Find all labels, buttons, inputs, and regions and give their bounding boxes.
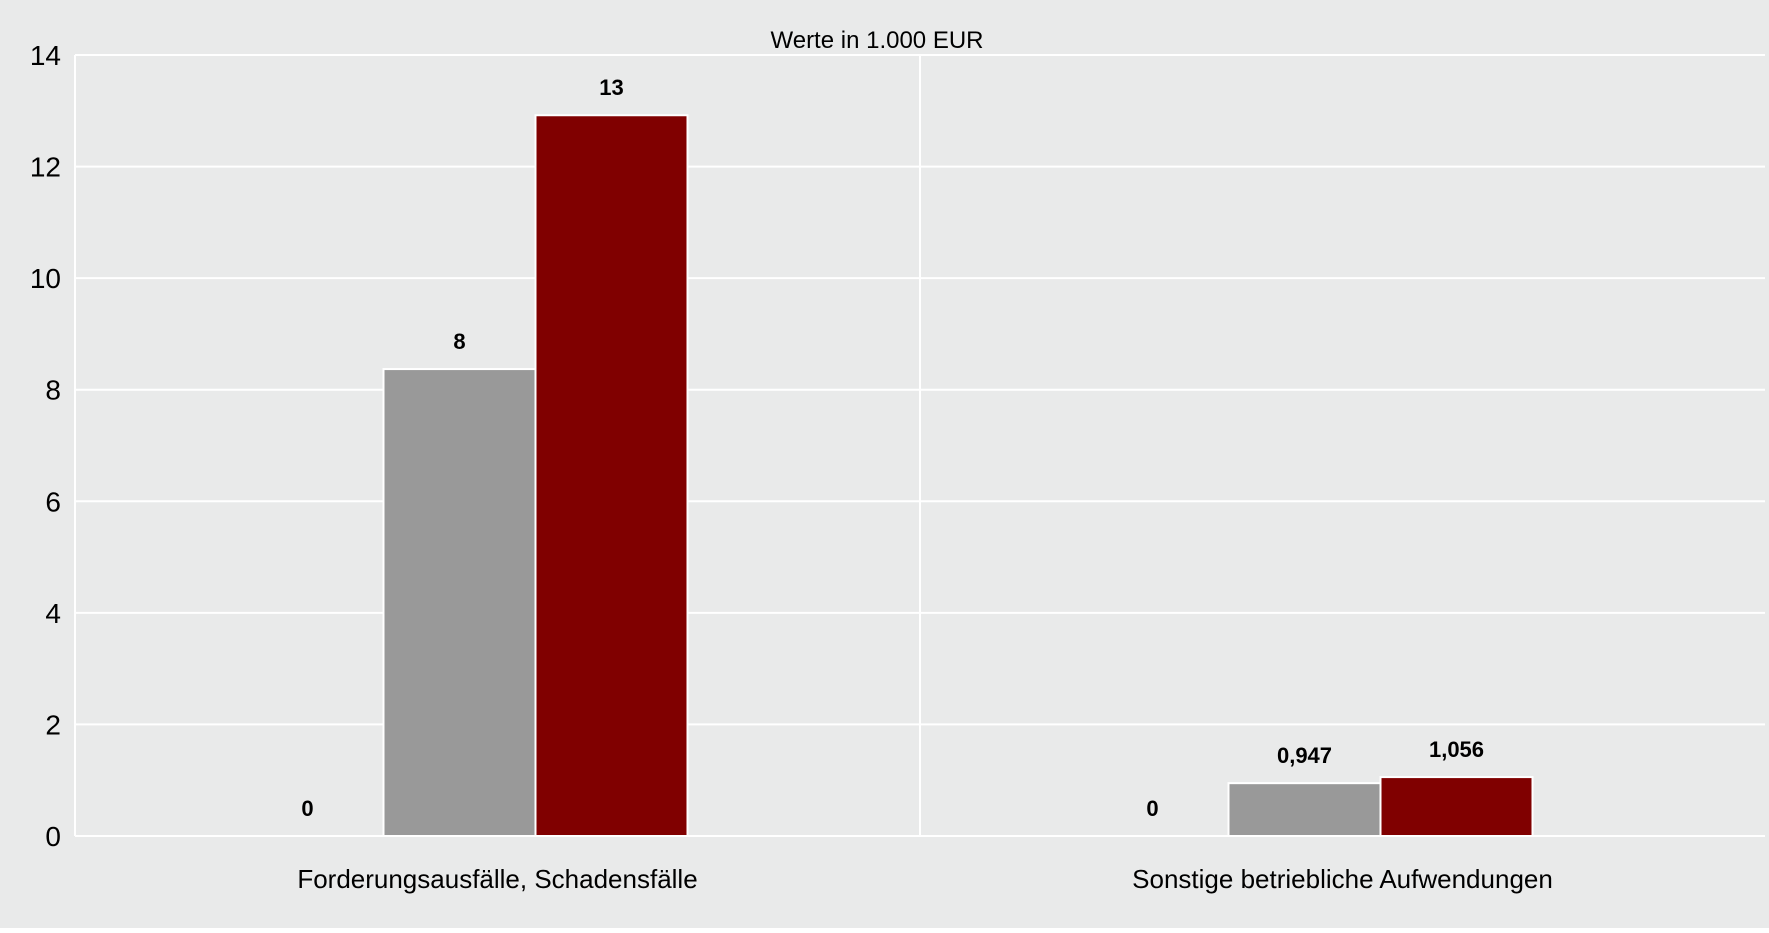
- data-label: 0: [1146, 796, 1158, 821]
- x-category-label: Sonstige betriebliche Aufwendungen: [1132, 864, 1553, 894]
- y-tick-label: 8: [45, 375, 61, 406]
- y-tick-label: 4: [45, 598, 61, 629]
- data-labels: 0 8 13 0 0,947 1,056: [301, 75, 1484, 821]
- data-label: 0,947: [1277, 743, 1332, 768]
- bar: [382, 368, 537, 837]
- bar: [1379, 776, 1534, 837]
- bars: [382, 114, 1534, 837]
- bar: [534, 114, 689, 837]
- y-tick-label: 2: [45, 709, 61, 740]
- axes: 0 2 4 6 8 10 12 14 Forderungsausfälle, Schadensf…: [30, 40, 1553, 894]
- bar: [1227, 782, 1382, 837]
- y-tick-label: 6: [45, 486, 61, 517]
- data-label: 1,056: [1429, 737, 1484, 762]
- data-label: 0: [301, 796, 313, 821]
- y-tick-label: 0: [45, 821, 61, 852]
- data-label: 13: [599, 75, 623, 100]
- y-tick-label: 10: [30, 263, 61, 294]
- y-tick-label: 14: [30, 40, 61, 71]
- data-label: 8: [453, 329, 465, 354]
- chart-subtitle: Werte in 1.000 EUR: [771, 27, 984, 54]
- grid: [75, 54, 1765, 837]
- y-tick-label: 12: [30, 152, 61, 183]
- x-category-label: Forderungsausfälle, Schadensfälle: [297, 864, 697, 894]
